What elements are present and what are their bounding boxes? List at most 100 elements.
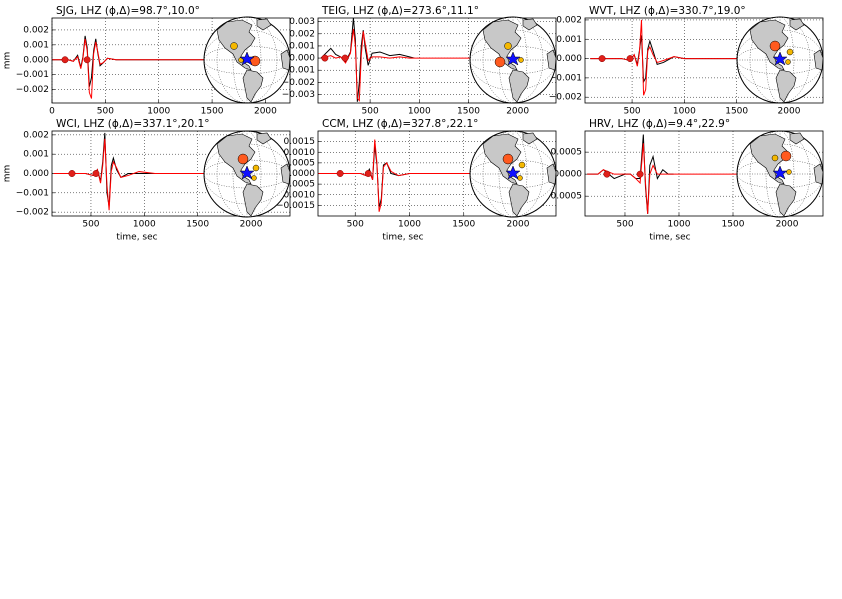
x-axis-label: time, sec: [116, 233, 157, 243]
station-dot: [251, 175, 257, 181]
y-tick-label: 0.000: [23, 55, 49, 65]
source-star: [772, 51, 788, 66]
trace: [587, 134, 674, 214]
x-tick-label: 2000: [507, 220, 530, 230]
station-dot: [518, 57, 524, 63]
trace: [53, 138, 252, 211]
trace: [590, 19, 789, 96]
source-star: [772, 165, 788, 180]
x-tick-label: 500: [362, 107, 379, 117]
x-tick-label: 500: [623, 107, 640, 117]
x-axis-label: time, sec: [382, 233, 423, 243]
station-dot: [230, 42, 238, 50]
y-tick-label: 0.0005: [284, 158, 316, 168]
y-tick-label: 0.0005: [551, 148, 583, 158]
y-tick-label: −0.002: [16, 208, 49, 218]
x-tick-label: 500: [347, 220, 364, 230]
y-tick-label: 0.001: [23, 150, 49, 160]
x-tick-label: 1500: [457, 107, 480, 117]
y-tick-label: 0.00000: [545, 170, 582, 180]
panel-title: WCI, LHZ (ϕ,Δ)=337.1°,20.1°: [56, 118, 209, 130]
y-tick-label: 0.001: [556, 35, 582, 45]
pick-marker: [341, 54, 349, 62]
y-tick-label: −0.003: [282, 90, 315, 100]
y-tick-label: 0.002: [23, 130, 49, 140]
x-axis-label: time, sec: [649, 233, 690, 243]
y-tick-label: 0.0015: [284, 137, 316, 147]
y-tick-label: 0.002: [23, 25, 49, 35]
station-dot: [517, 175, 523, 181]
panel-title: CCM, LHZ (ϕ,Δ)=327.8°,22.1°: [322, 118, 478, 130]
pick-marker: [61, 56, 69, 64]
station-dot: [769, 40, 781, 52]
y-tick-label: 0.002: [289, 29, 315, 39]
y-tick-label: −0.0005: [543, 192, 582, 202]
station-dot: [518, 161, 526, 169]
y-tick-label: −0.0010: [276, 190, 315, 200]
pick-marker: [636, 170, 644, 178]
station-dot: [785, 59, 791, 65]
panel-title: TEIG, LHZ (ϕ,Δ)=273.6°,11.1°: [321, 5, 479, 17]
pick-marker: [626, 55, 634, 63]
x-tick-label: 500: [616, 220, 633, 230]
x-tick-label: 500: [97, 107, 114, 117]
y-tick-label: −0.002: [282, 78, 315, 88]
y-tick-label: −0.001: [282, 66, 315, 76]
panels: 0 500 1000 1500 2000 0.002 0.001 0.000 −0.001 −0.…: [3, 5, 824, 243]
x-tick-label: 1500: [725, 107, 748, 117]
pick-marker: [364, 170, 372, 177]
x-tick-label: 2000: [506, 107, 529, 117]
source-star: [239, 165, 255, 180]
station-dot: [771, 154, 779, 162]
station-dot: [504, 42, 512, 50]
x-tick-label: 1000: [408, 107, 431, 117]
pick-marker: [83, 56, 91, 64]
x-tick-label: 2000: [778, 107, 801, 117]
x-tick-label: 1000: [398, 220, 421, 230]
station-dot: [780, 150, 792, 162]
panel-title: HRV, LHZ (ϕ,Δ)=9.4°,22.9°: [589, 118, 730, 130]
x-tick-label: 1000: [673, 107, 696, 117]
y-tick-label: −0.0015: [276, 201, 315, 211]
x-tick-label: 1500: [722, 220, 745, 230]
x-tick-label: 1000: [133, 220, 156, 230]
x-tick-label: 1000: [147, 107, 170, 117]
station-dot: [494, 56, 506, 68]
x-tick-label: 0: [49, 107, 55, 117]
y-tick-label: 0.000: [23, 169, 49, 179]
y-tick-label: −0.001: [549, 73, 582, 83]
y-tick-label: −0.001: [16, 188, 49, 198]
y-tick-label: −0.001: [16, 70, 49, 80]
y-axis-label: mm: [3, 165, 13, 183]
x-tick-label: 500: [82, 220, 99, 230]
trace: [52, 38, 266, 99]
x-tick-label: 2000: [776, 220, 799, 230]
y-tick-label: 0.000: [289, 54, 315, 64]
pick-marker: [321, 54, 329, 62]
pick-marker: [598, 55, 606, 63]
y-axis-label: mm: [3, 52, 13, 70]
panel-title: WVT, LHZ (ϕ,Δ)=330.7°,19.0°: [589, 5, 746, 17]
source-star: [239, 51, 255, 66]
trace: [587, 143, 788, 214]
panel-title: SJG, LHZ (ϕ,Δ)=98.7°,10.0°: [56, 5, 200, 17]
station-dot: [237, 153, 249, 165]
x-tick-label: 1500: [186, 220, 209, 230]
y-tick-label: −0.002: [549, 93, 582, 103]
globes: [203, 16, 824, 218]
pick-marker: [336, 170, 344, 177]
y-tick-label: 0.000: [556, 54, 582, 64]
y-tick-label: 0.003: [289, 17, 315, 27]
x-tick-label: 1500: [452, 220, 475, 230]
source-star: [505, 51, 521, 66]
y-tick-label: 0.002: [556, 15, 582, 25]
y-tick-label: 0.001: [289, 41, 315, 51]
x-tick-label: 1500: [201, 107, 224, 117]
x-tick-label: 1000: [668, 220, 691, 230]
y-tick-label: 0.0010: [284, 148, 316, 158]
station-dot: [502, 153, 514, 165]
pick-marker: [68, 170, 76, 177]
station-dot: [786, 169, 792, 175]
